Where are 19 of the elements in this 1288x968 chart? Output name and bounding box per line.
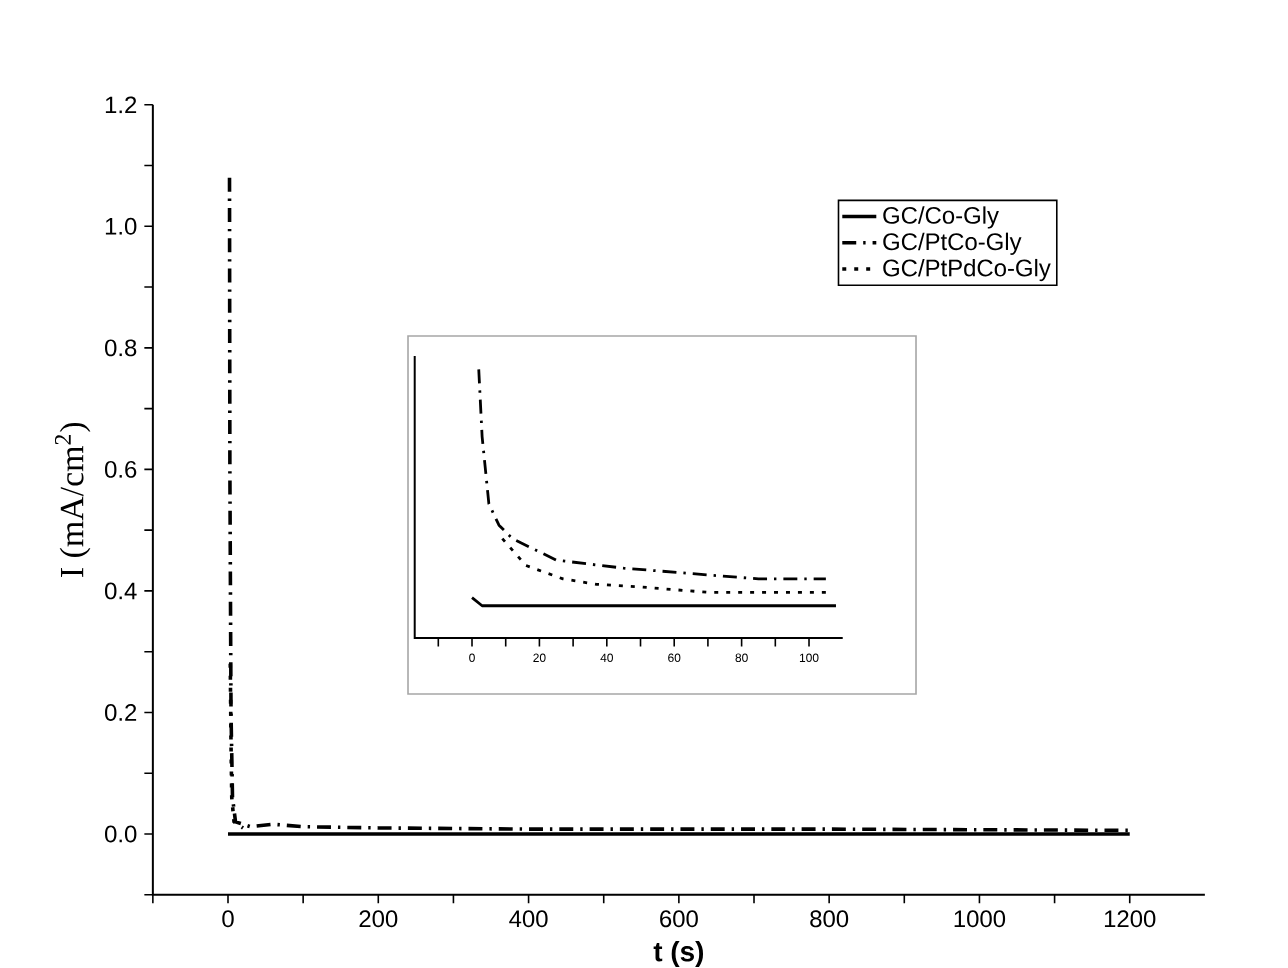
x-tick-label: 800 xyxy=(810,910,849,928)
x-axis-title: t (s) xyxy=(653,940,704,967)
legend-label: GC/PtPdCo-Gly xyxy=(883,258,1051,282)
x-tick-label: 400 xyxy=(509,910,548,928)
x-tick-label: 200 xyxy=(359,910,398,928)
x-tick-label: 1200 xyxy=(1104,910,1156,928)
y-tick-label: 1.0 xyxy=(105,217,137,235)
y-tick-label: 0.6 xyxy=(105,460,137,478)
x-tick-label: 0 xyxy=(222,910,234,928)
y-tick-label: 1.2 xyxy=(105,96,137,114)
legend-label: GC/Co-Gly xyxy=(883,206,999,229)
y-tick-label: 0.0 xyxy=(105,825,137,843)
y-tick-label: 0.8 xyxy=(105,339,137,357)
y-tick-label: 0.2 xyxy=(105,704,137,721)
y-axis-title: I (mA/cm$^{2}$) xyxy=(54,422,91,577)
y-tick-label: 0.4 xyxy=(105,582,137,600)
x-tick-label: 600 xyxy=(660,910,698,928)
x-tick-label: 1000 xyxy=(954,910,1006,928)
legend-label: GC/PtCo-Gly xyxy=(883,232,1022,255)
